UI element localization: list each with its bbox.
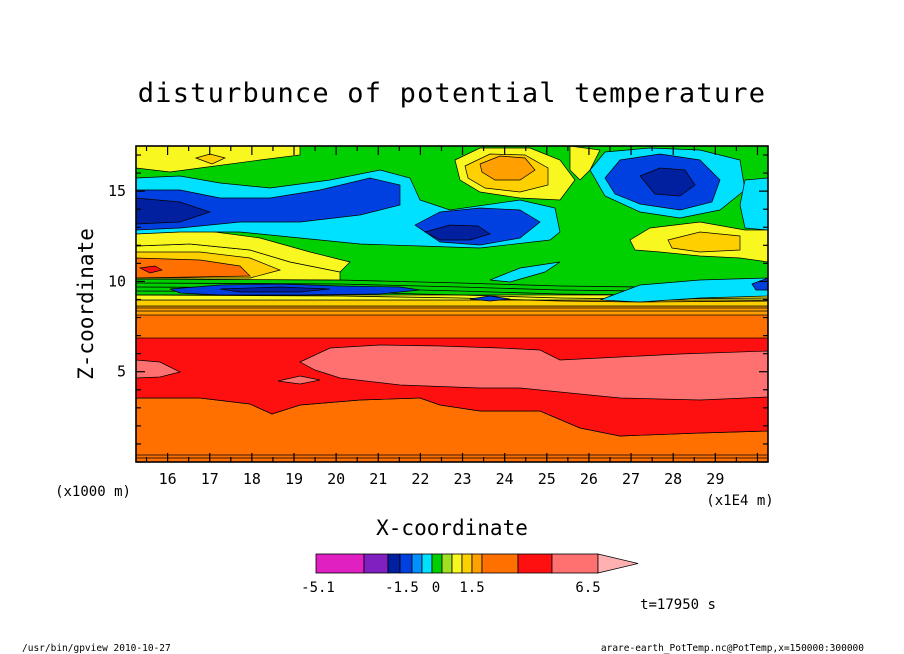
region-gold-layer [136,299,768,307]
plot-frame [135,145,769,463]
x-tick-label: 21 [369,470,387,488]
x-tick-label: 19 [285,470,303,488]
region-yellow-top-right [569,146,601,181]
x-tick-label: 26 [580,470,598,488]
region-pink-band [299,344,768,401]
time-label: t=17950 s [640,597,716,613]
footer-right: arare-earth_PotTemp.nc@PotTemp,x=150000:… [601,643,864,654]
colorbar [315,553,639,574]
colorbar-cell [399,553,413,574]
region-orange-top-mid [479,155,536,181]
colorbar-arrow [597,553,639,574]
y-tick-label: 5 [117,363,126,381]
region-orange-left [136,257,251,279]
x-tick-label: 29 [706,470,724,488]
y-axis-title: Z-coordinate [74,228,98,380]
region-darkblue-top-right [639,167,696,197]
colorbar-label: 1.5 [459,580,484,596]
colorbar-label: 0 [432,580,440,596]
chart-title: disturbunce of potential temperature [138,78,766,109]
region-darkblue-mid [424,224,491,241]
colorbar-cell [411,553,423,574]
x-tick-label: 16 [159,470,177,488]
x-tick-label: 28 [664,470,682,488]
x-tick-marks [145,146,759,462]
x-tick-label: 20 [327,470,345,488]
x-unit-label: (x1E4 m) [706,493,773,509]
colorbar-cell [461,553,473,574]
colorbar-cell [363,553,389,574]
region-cyan-right-low [599,277,768,303]
region-cyan-right-mid [489,261,561,283]
x-tick-label: 22 [411,470,429,488]
x-tick-label: 17 [201,470,219,488]
x-tick-label: 24 [496,470,514,488]
colorbar-label: -5.1 [301,580,335,596]
footer-left: /usr/bin/gpview 2010-10-27 [22,643,171,654]
region-gold-spot [194,153,227,165]
contour-field [136,146,768,462]
y-tick-labels: 5 10 15 [108,182,126,381]
colorbar-label: 6.5 [575,580,600,596]
colorbar-cell [387,553,401,574]
x-tick-labels: 16 17 18 19 20 21 22 23 24 25 26 27 28 29 [159,470,725,488]
colorbar-label: -1.5 [385,580,419,596]
region-cyan-corner [739,177,768,231]
region-orange-layer [136,313,768,339]
y-tick-marks [136,154,768,463]
y-tick-label: 10 [108,272,126,290]
colorbar-cell [471,553,483,574]
colorbar-cell [441,553,453,574]
region-pink-spot [277,375,321,385]
region-blue-band [136,177,401,231]
colorbar-cell [551,553,599,574]
region-lightorange-layer [136,305,768,316]
region-pink-left [136,359,182,379]
x-axis-title: X-coordinate [376,516,528,540]
y-unit-label: (x1000 m) [55,484,131,500]
region-darkblue-streak [219,286,331,293]
region-yellow-upper [136,229,351,273]
colorbar-cell [451,553,463,574]
x-tick-label: 25 [538,470,556,488]
y-tick-label: 15 [108,182,126,200]
x-tick-label: 27 [622,470,640,488]
region-darkblue-left [136,197,212,225]
x-tick-label: 23 [454,470,472,488]
colorbar-cell [315,553,365,574]
region-gold-right [667,231,741,253]
colorbar-cell [517,553,553,574]
region-red-spot [138,265,163,274]
colorbar-labels: -5.1 -1.5 0 1.5 6.5 [301,580,601,596]
colorbar-cell [431,553,443,574]
region-blue-spot [469,295,511,302]
colorbar-cell [421,553,433,574]
colorbar-cell [481,553,519,574]
surface-contour-lines [136,454,768,459]
x-tick-label: 18 [243,470,261,488]
